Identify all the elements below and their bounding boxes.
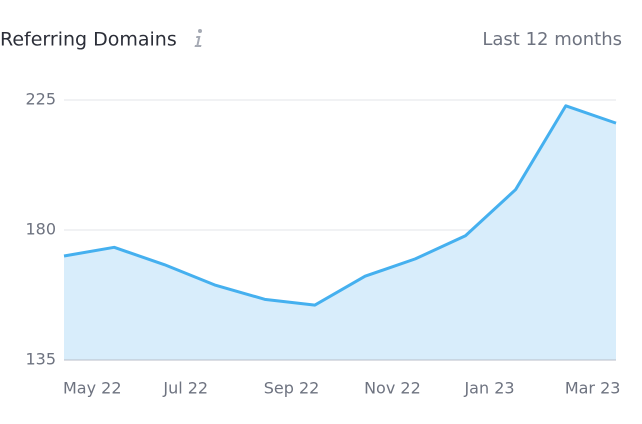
x-tick-label: Nov 22 [364, 379, 421, 398]
x-tick-label: Mar 23 [565, 379, 621, 398]
y-tick-label: 180 [25, 220, 56, 239]
y-tick-label: 135 [25, 350, 56, 369]
x-tick-label: Jan 23 [463, 379, 514, 398]
line [63, 104, 617, 307]
chart-subtitle: Last 12 months [482, 29, 622, 50]
y-tick-label: 225 [25, 90, 56, 109]
plot: 135 180 225 May 22 Jul 22 Sep 22 Nov 22 Jan 23 M… [25, 90, 620, 398]
chart-title: Referring Domains [0, 29, 177, 51]
info-icon[interactable] [194, 29, 203, 47]
x-tick-label: Sep 22 [264, 379, 320, 398]
x-tick-label: May 22 [63, 379, 122, 398]
area [64, 105, 616, 361]
x-tick-label: Jul 22 [162, 379, 208, 398]
